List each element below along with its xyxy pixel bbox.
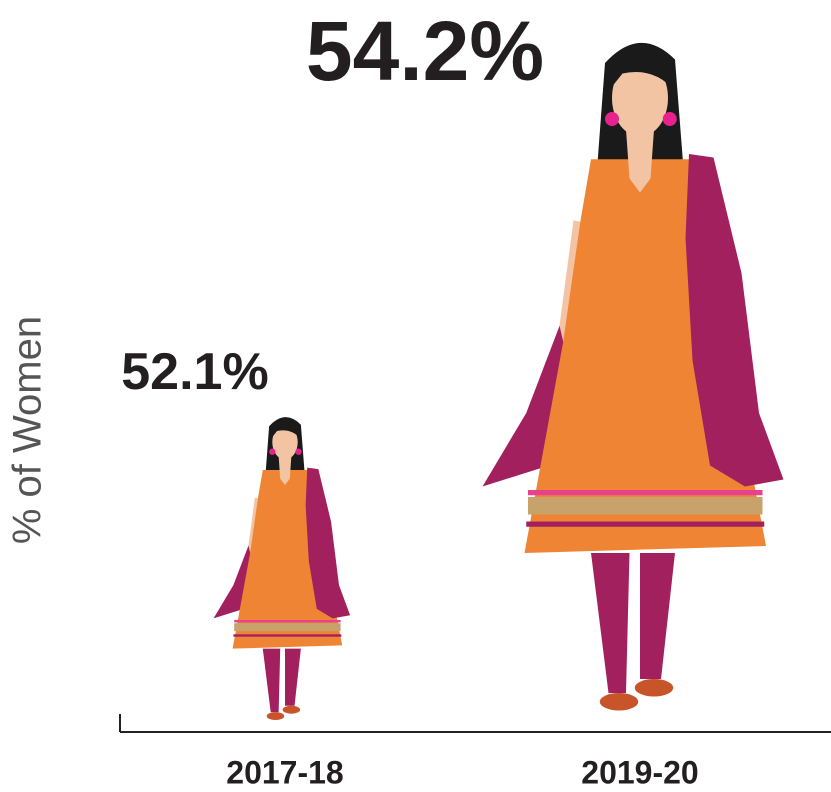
dress-border: [234, 623, 340, 631]
earring: [295, 449, 301, 455]
value-label: 54.2%: [306, 4, 544, 98]
leg: [285, 649, 301, 706]
shoe: [635, 679, 674, 697]
shoe: [283, 706, 300, 714]
earring: [269, 449, 275, 455]
dress-border: [528, 497, 763, 515]
earring: [663, 112, 677, 126]
x-tick-label: 2019-20: [581, 754, 698, 790]
dress-border: [528, 490, 763, 495]
value-label: 52.1%: [121, 343, 268, 401]
leg: [640, 553, 675, 679]
y-axis-label: % of Women: [6, 316, 50, 544]
shoe: [600, 693, 639, 711]
dress-border: [233, 634, 341, 636]
x-tick-label: 2017-18: [226, 754, 343, 790]
leg: [263, 649, 280, 713]
woman-figure: [214, 417, 351, 720]
earring: [605, 112, 619, 126]
chart: % of Women 52.1% 2017-18 54.2% 2019-20: [0, 0, 831, 792]
dress-border: [526, 522, 764, 527]
dress-border: [234, 620, 340, 622]
shoe: [267, 712, 284, 720]
leg: [591, 553, 630, 693]
woman-figure: [483, 43, 784, 711]
